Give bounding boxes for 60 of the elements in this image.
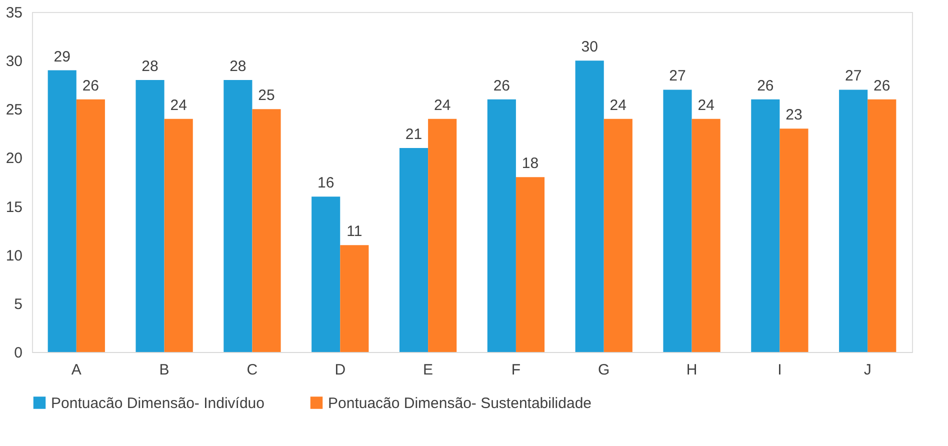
bar xyxy=(604,118,632,352)
x-tick-label: C xyxy=(246,362,258,378)
data-label: 24 xyxy=(610,96,626,114)
x-tick-label: I xyxy=(778,362,782,378)
data-label: 26 xyxy=(82,77,100,94)
data-label: 24 xyxy=(698,96,714,114)
x-tick-label: F xyxy=(511,362,521,378)
y-tick-label: 25 xyxy=(6,102,22,119)
data-label: 27 xyxy=(844,68,862,85)
data-label: 29 xyxy=(54,48,70,66)
bar xyxy=(399,148,428,352)
bar xyxy=(780,128,808,352)
data-label: 26 xyxy=(493,77,510,94)
x-tick-label: D xyxy=(334,362,346,378)
y-tick-label: 20 xyxy=(6,150,22,168)
data-label: 27 xyxy=(669,68,686,85)
data-label: 26 xyxy=(874,77,890,94)
x-tick-label: B xyxy=(159,362,170,378)
bar xyxy=(224,80,252,352)
bar xyxy=(663,90,692,352)
x-tick-label: E xyxy=(423,362,434,378)
bar xyxy=(164,118,193,352)
data-label: 30 xyxy=(581,38,598,56)
data-label: 26 xyxy=(757,77,774,94)
data-label: 18 xyxy=(522,155,539,172)
y-tick-label: 0 xyxy=(14,344,22,362)
bar xyxy=(428,118,457,352)
x-tick-label: G xyxy=(598,362,610,378)
bar xyxy=(76,99,105,352)
bar xyxy=(868,99,896,352)
bar xyxy=(312,196,340,352)
bar xyxy=(692,118,720,352)
bar xyxy=(516,177,545,352)
legend-label: Pontuacão Dimensão- Sustentabilidade xyxy=(328,394,592,412)
y-tick-label: 5 xyxy=(14,296,22,313)
x-tick-label: A xyxy=(71,362,82,378)
legend-label: Pontuacão Dimensão- Indivíduo xyxy=(51,394,264,412)
x-tick-label: J xyxy=(864,362,872,378)
bar xyxy=(839,90,868,352)
data-label: 23 xyxy=(786,106,802,124)
bar xyxy=(252,109,281,352)
data-label: 24 xyxy=(434,96,451,114)
y-tick-label: 15 xyxy=(6,198,22,216)
bar xyxy=(136,80,164,352)
data-label: 11 xyxy=(346,223,362,240)
bar xyxy=(751,99,780,352)
bar xyxy=(575,60,604,352)
y-tick-label: 30 xyxy=(6,53,22,70)
y-tick-label: 10 xyxy=(6,247,22,264)
data-label: 28 xyxy=(230,58,246,75)
bar xyxy=(340,245,369,352)
data-label: 28 xyxy=(142,58,158,75)
data-label: 25 xyxy=(258,87,275,104)
y-tick-label: 35 xyxy=(6,4,22,22)
bar xyxy=(48,70,76,352)
data-label: 16 xyxy=(318,174,334,192)
data-label: 24 xyxy=(170,96,187,114)
bar xyxy=(487,99,516,352)
x-tick-label: H xyxy=(686,362,698,378)
data-label: 21 xyxy=(405,126,422,143)
